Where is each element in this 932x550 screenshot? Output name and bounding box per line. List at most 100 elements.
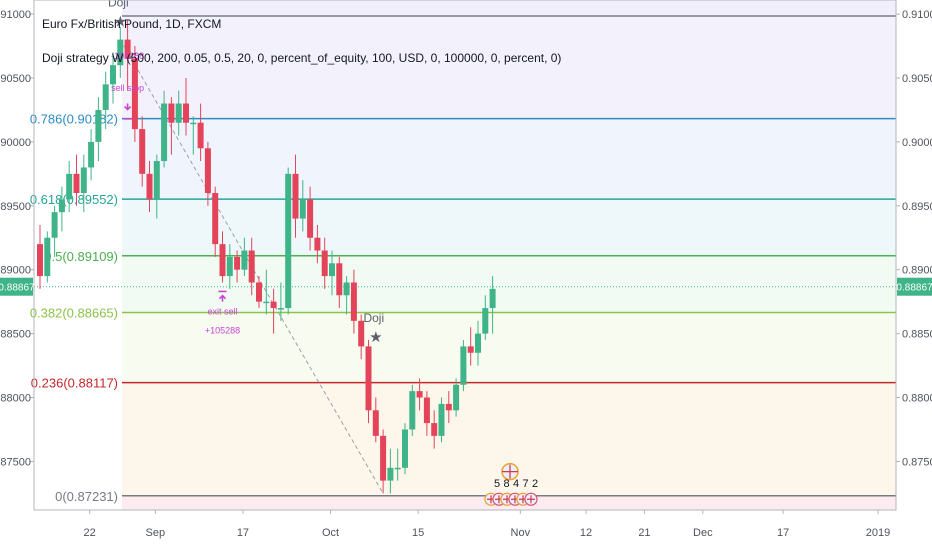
fib-label-0.5: 0.5(0.89109) [44,249,118,264]
candle [88,129,95,181]
candle [183,77,189,136]
candle [409,384,416,436]
candle [51,205,58,257]
event-count: 5 [494,478,500,490]
candle [190,116,197,155]
candle-body [460,346,467,385]
flag-cross [502,464,518,479]
candle [263,269,270,315]
fib-band-top [122,0,896,16]
candle [314,224,321,264]
doji-star-icon: ★ [114,12,127,30]
candle [219,231,226,283]
fib-label-0.236: 0.236(0.88117) [31,376,118,391]
candle [365,340,372,424]
fib-label-0.382: 0.382(0.88665) [30,306,118,321]
chart-background [122,0,896,510]
candle [394,448,401,481]
candle-body [358,320,365,347]
candle-body [175,103,182,123]
candle [168,97,175,155]
candle-body [51,212,58,238]
fib-band-0.618 [122,118,896,200]
candle-body [343,282,350,296]
candle-body [73,173,80,194]
event-count: 7 [522,478,528,490]
candle-body [219,244,226,277]
candle-body [95,109,102,142]
price-badge-right [897,277,932,296]
candle [146,161,153,213]
chart-legend: Euro Fx/British Pound, 1D, FXCM Doji str… [42,17,561,65]
candle [73,154,80,206]
candle [80,154,87,213]
y-tick-label-left: 0.89000 [0,265,31,277]
candle [482,295,489,340]
candle-body [482,308,489,334]
candle-body [321,250,328,277]
candle [307,186,314,251]
plot-frame [33,0,897,511]
sell-arrow-icon [124,103,132,111]
candle [285,167,292,315]
candle [44,231,51,283]
candle [423,391,430,436]
doji-label: Doji [363,311,384,325]
candle [467,327,474,366]
candle [350,269,357,334]
candle-body [168,103,175,123]
candle [175,90,182,136]
candle-body [204,148,211,194]
price-badge-left [0,277,33,296]
candle-body [409,391,416,430]
candle [475,320,481,366]
y-tick-label-right: 0.88000 [902,393,932,405]
candle-body [117,39,124,66]
y-tick-label-right: 0.89500 [902,201,932,213]
candle-body [190,122,197,125]
event-count: 8 [503,478,509,490]
candle-body [131,58,138,130]
candle-body [270,301,277,309]
y-tick-label-left: 0.89500 [0,201,31,213]
candle-body [183,103,189,123]
candle-body [438,403,445,436]
y-tick-label-left: 0.90000 [0,137,31,149]
x-tick-label: 12 [580,527,592,539]
strategy-title: Doji strategy W (500, 200, 0.05, 0.5, 20… [42,51,561,65]
candle-body [475,333,481,353]
candle-body [489,288,496,309]
candle-body [44,237,51,277]
x-tick-label: 17 [237,527,249,539]
candle [431,410,438,449]
candle [343,276,350,315]
candle [226,244,233,289]
candle-body [365,346,372,411]
candle [329,250,335,296]
fib-band-0.236 [122,312,896,383]
fib-band-0.5 [122,199,896,256]
event-count: 4 [513,478,519,490]
annotations: ★ Doji -105288 sell stop ★ Doji exit sell +1052… [108,0,384,346]
y-tick-label-right: 0.88500 [902,329,932,341]
candle-body [37,244,43,277]
candle [37,224,43,289]
event-count: 2 [532,478,538,490]
candle [416,378,423,411]
candle-body [285,173,292,309]
candle [212,186,219,257]
candle-body [102,84,109,110]
signal-label: sell stop [111,83,144,93]
x-tick-label: 21 [638,527,650,539]
y-tick-label-left: 0.91000 [0,9,31,21]
x-tick-label: Dec [693,527,713,539]
candle-body [445,403,452,411]
x-tick-label: 22 [84,527,96,539]
candle [336,256,343,309]
candle [277,282,284,321]
candle [460,340,467,392]
candle-body [248,250,255,283]
candle-body [292,173,299,219]
candle-body [387,467,394,481]
